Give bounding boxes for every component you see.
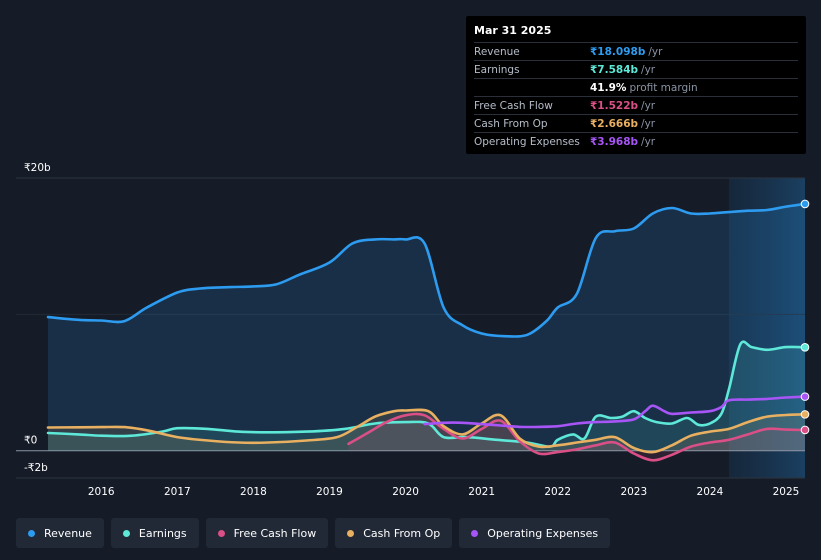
end-point-earnings (800, 343, 810, 352)
x-tick-label: 2023 (620, 486, 647, 498)
tooltip-label: Cash From Op (474, 117, 548, 130)
legend-item-cash-from-op[interactable]: Cash From Op (335, 518, 453, 548)
end-point-free-cash-flow (800, 425, 810, 435)
tooltip-row-revenue: Revenue ₹18.098b /yr (474, 42, 798, 60)
tooltip-unit: profit margin (629, 81, 698, 94)
legend-dot-icon (347, 529, 355, 537)
x-tick-label: 2018 (240, 486, 267, 498)
y-tick-label: ₹0 (24, 435, 37, 447)
tooltip-value: 41.9% (590, 81, 627, 94)
line-cash-from-op (46, 408, 807, 454)
tooltip-value: ₹18.098b (590, 45, 646, 58)
tooltip-date: Mar 31 2025 (474, 24, 552, 37)
legend-item-revenue[interactable]: Revenue (16, 518, 104, 548)
tooltip-row-free-cash-flow: Free Cash Flow ₹1.522b /yr (474, 96, 798, 114)
tooltip-unit: /yr (641, 63, 656, 76)
tooltip-value: ₹3.968b (590, 135, 639, 148)
tooltip-row-profit-margin: 41.9% profit margin (474, 78, 798, 96)
chart-legend: Revenue Earnings Free Cash Flow Cash Fro… (16, 518, 611, 548)
area-free-cash-flow (348, 413, 805, 461)
line-earnings (46, 340, 807, 448)
legend-dot-icon (471, 529, 479, 537)
tooltip-value: ₹7.584b (590, 63, 639, 76)
x-tick-label: 2021 (468, 486, 495, 498)
end-point-revenue (800, 199, 810, 209)
end-point-cash-from-op (800, 410, 810, 419)
tooltip-unit: /yr (648, 45, 663, 58)
legend-label: Free Cash Flow (233, 526, 317, 540)
tooltip-unit: /yr (641, 117, 656, 130)
x-tick-label: 2016 (88, 486, 115, 498)
x-tick-label: 2024 (697, 486, 724, 498)
legend-label: Cash From Op (363, 526, 441, 540)
line-operating-expenses (423, 395, 807, 429)
legend-dot-icon (28, 529, 35, 537)
legend-label: Operating Expenses (487, 526, 599, 540)
tooltip-unit: /yr (641, 99, 656, 112)
tooltip-row-cash-from-op: Cash From Op ₹2.666b /yr (474, 114, 798, 132)
tooltip-label: Earnings (474, 63, 520, 76)
legend-label: Earnings (138, 526, 187, 540)
legend-label: Revenue (44, 526, 92, 540)
area-earnings (48, 341, 805, 451)
tooltip-label: Free Cash Flow (474, 99, 553, 112)
tooltip-label: Operating Expenses (474, 135, 580, 148)
line-free-cash-flow (347, 412, 807, 462)
x-tick-label: 2025 (773, 486, 800, 498)
tooltip-label: Revenue (474, 45, 520, 58)
legend-item-free-cash-flow[interactable]: Free Cash Flow (205, 518, 329, 548)
tooltip-unit: /yr (641, 135, 656, 148)
legend-item-operating-expenses[interactable]: Operating Expenses (459, 518, 611, 548)
area-revenue (48, 203, 805, 451)
tooltip-row-operating-expenses: Operating Expenses ₹3.968b /yr (474, 132, 798, 150)
data-tooltip: Mar 31 2025 Revenue ₹18.098b /yr Earning… (466, 16, 806, 154)
y-tick-label: -₹2b (24, 462, 48, 474)
legend-dot-icon (122, 529, 130, 537)
tooltip-value: ₹2.666b (590, 117, 639, 130)
legend-dot-icon (217, 529, 225, 537)
x-tick-label: 2022 (544, 486, 571, 498)
y-tick-label: ₹20b (24, 162, 51, 174)
x-tick-label: 2019 (316, 486, 343, 498)
tooltip-value: ₹1.522b (590, 99, 639, 112)
x-tick-label: 2020 (392, 486, 419, 498)
tooltip-row-earnings: Earnings ₹7.584b /yr (474, 60, 798, 78)
x-tick-label: 2017 (164, 486, 191, 498)
end-point-operating-expenses (800, 392, 810, 401)
legend-item-earnings[interactable]: Earnings (110, 518, 199, 548)
line-revenue (46, 202, 807, 338)
